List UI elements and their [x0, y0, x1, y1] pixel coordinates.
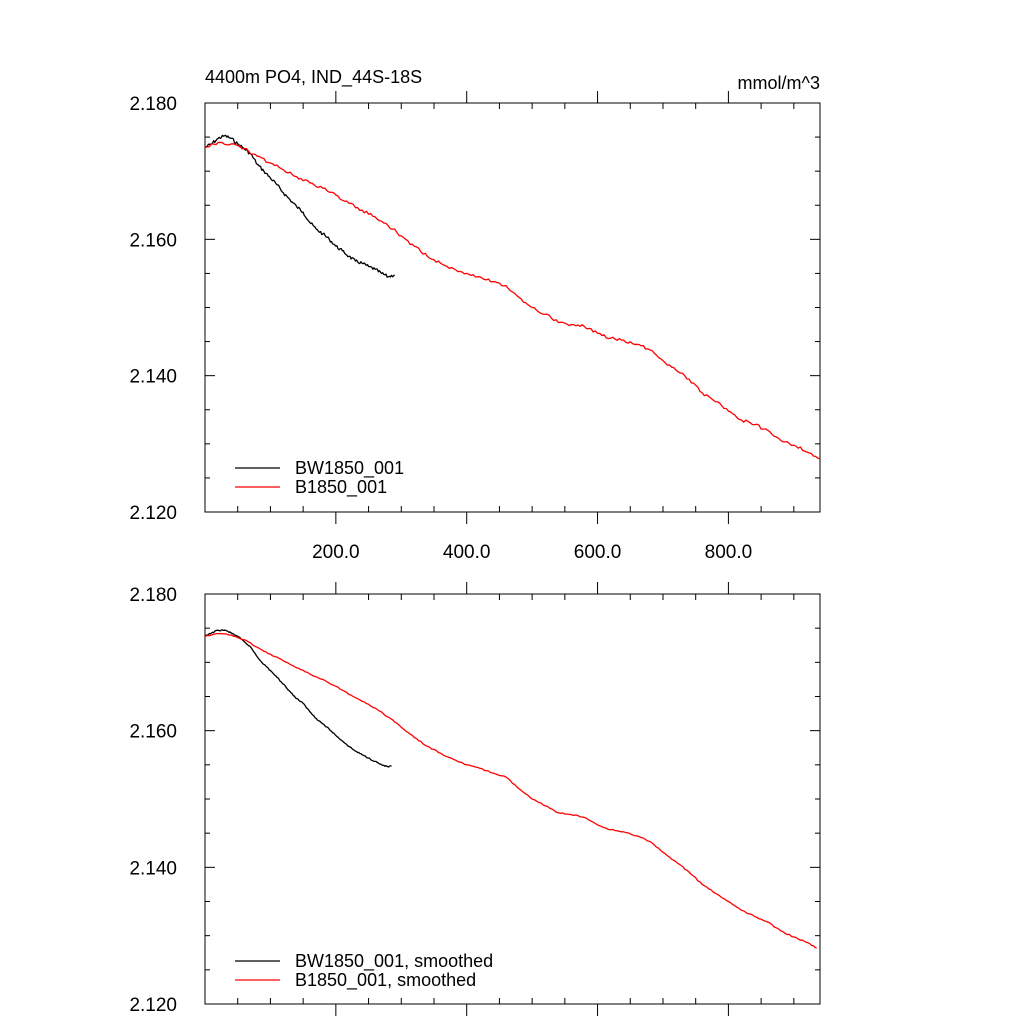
series-line-b1850-001: [204, 141, 821, 460]
series-line-bw1850-001: [204, 134, 396, 278]
series-line-bw1850-001: [204, 629, 392, 768]
y-tick-label: 2.120: [129, 503, 177, 524]
y-tick-label: 2.120: [129, 995, 177, 1016]
legend-label: BW1850_001: [295, 458, 404, 479]
plot-frame: [204, 102, 821, 513]
units-label: mmol/m^3: [738, 73, 820, 93]
y-tick-label: 2.180: [129, 94, 177, 115]
legend-label: B1850_001, smoothed: [295, 970, 476, 991]
y-tick-label: 2.180: [129, 585, 177, 606]
top-panel: 2.120 2.140 2.160 2.180 200.0 400.0 600.0 800.0…: [129, 67, 821, 563]
chart-title: 4400m PO4, IND_44S-18S: [205, 67, 422, 88]
y-tick-label: 2.140: [129, 858, 177, 879]
x-tick-label: 800.0: [705, 542, 753, 563]
legend-label: BW1850_001, smoothed: [295, 951, 493, 972]
y-tick-label: 2.140: [129, 367, 177, 388]
bottom-panel: 2.120 2.140 2.160 2.180 BW1850_001, smoothed…: [129, 582, 821, 1016]
x-tick-label: 400.0: [443, 542, 491, 563]
series-line-b1850-001: [204, 632, 817, 949]
y-tick-label: 2.160: [129, 722, 177, 743]
plot-frame: [204, 593, 821, 1005]
y-tick-label: 2.160: [129, 230, 177, 251]
x-tick-label: 600.0: [574, 542, 622, 563]
x-tick-label: 200.0: [312, 542, 360, 563]
legend-label: B1850_001: [295, 477, 387, 498]
